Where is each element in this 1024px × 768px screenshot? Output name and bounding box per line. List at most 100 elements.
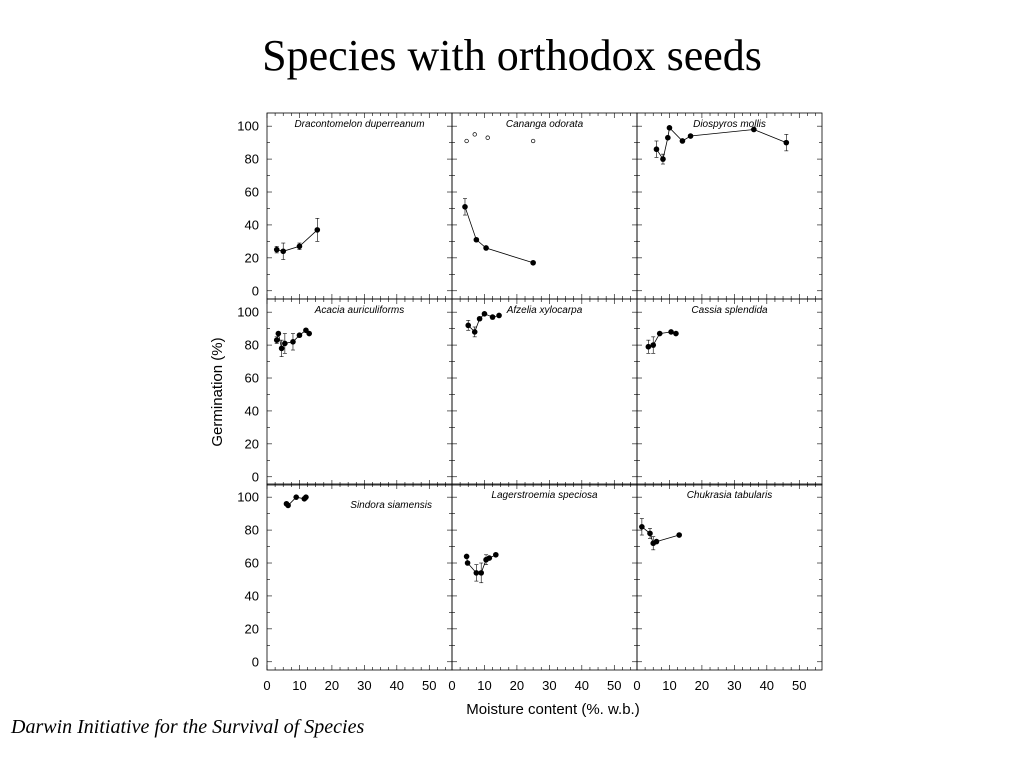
y-axis-title: Germination (%) <box>209 337 226 446</box>
data-point <box>483 245 489 251</box>
data-point <box>471 329 478 335</box>
data-point <box>275 330 282 337</box>
series-line <box>276 229 318 252</box>
y-tick-label: 40 <box>245 403 259 418</box>
data-point <box>290 338 296 345</box>
panel-frame <box>636 112 823 300</box>
panel-frame <box>451 112 638 300</box>
x-tick-label: 50 <box>792 678 806 693</box>
data-point <box>481 311 488 317</box>
x-tick-label: 0 <box>263 678 270 693</box>
y-tick-label: 80 <box>245 152 259 167</box>
panel-frame <box>451 298 638 486</box>
x-tick-label: 0 <box>448 678 455 693</box>
species-label: Diospyros mollis <box>693 119 766 130</box>
data-point <box>462 204 468 210</box>
data-point <box>478 570 485 576</box>
data-point <box>293 494 300 500</box>
data-point <box>493 551 499 558</box>
data-point <box>463 553 470 560</box>
x-tick-label: 50 <box>607 678 621 693</box>
y-tick-label: 60 <box>245 185 259 200</box>
species-label: Lagerstroemia speciosa <box>491 490 598 501</box>
y-tick-label: 20 <box>245 621 259 636</box>
data-point <box>314 227 321 233</box>
data-point <box>673 330 679 337</box>
data-point <box>282 340 288 347</box>
data-point <box>473 570 480 576</box>
data-point <box>647 530 653 537</box>
data-point <box>296 332 303 339</box>
y-tick-label: 40 <box>245 588 259 603</box>
x-tick-label: 30 <box>357 678 371 693</box>
data-point <box>751 126 757 133</box>
species-label: Chukrasia tabularis <box>687 490 773 501</box>
panel-frame <box>266 483 453 671</box>
panel-frame <box>636 483 823 671</box>
data-point <box>465 322 472 329</box>
x-tick-label: 0 <box>633 678 640 693</box>
data-point <box>296 243 303 250</box>
data-point <box>303 494 309 500</box>
y-tick-label: 40 <box>245 217 259 232</box>
panel-frame <box>266 298 453 486</box>
data-point <box>280 248 287 255</box>
data-point <box>783 139 790 146</box>
data-point <box>687 133 694 139</box>
y-tick-label: 80 <box>245 338 259 353</box>
x-tick-label: 10 <box>292 678 306 693</box>
open-data-point <box>530 138 536 144</box>
data-point <box>679 138 686 144</box>
y-tick-label: 0 <box>252 469 259 484</box>
y-tick-label: 20 <box>245 436 259 451</box>
data-point <box>656 330 663 337</box>
data-point <box>496 312 502 319</box>
x-tick-label: 20 <box>510 678 524 693</box>
x-tick-label: 40 <box>760 678 774 693</box>
data-point <box>273 337 280 343</box>
x-axis-title: Moisture content (%. w.b.) <box>466 701 639 718</box>
species-label: Acacia auriculiforms <box>314 305 404 316</box>
data-point <box>476 315 483 322</box>
page-title: Species with orthodox seeds <box>262 31 762 80</box>
species-label: Cananga odorata <box>506 119 584 130</box>
y-tick-label: 100 <box>237 119 259 134</box>
data-point <box>666 125 673 131</box>
y-tick-label: 20 <box>245 250 259 265</box>
data-point <box>486 555 493 561</box>
data-point <box>653 538 660 545</box>
series-line <box>641 526 680 544</box>
data-point <box>285 502 291 509</box>
series-line <box>464 206 534 264</box>
x-tick-label: 40 <box>390 678 404 693</box>
open-data-point <box>472 132 477 137</box>
data-point <box>645 343 652 350</box>
species-label: Cassia splendida <box>691 305 768 316</box>
data-point <box>665 134 671 141</box>
x-tick-label: 10 <box>477 678 491 693</box>
x-tick-label: 30 <box>542 678 556 693</box>
footer-credit: Darwin Initiative for the Survival of Sp… <box>11 716 365 738</box>
y-tick-label: 0 <box>252 283 259 298</box>
data-point <box>639 523 645 530</box>
data-point <box>273 246 280 253</box>
data-point <box>650 342 657 348</box>
x-tick-label: 20 <box>695 678 709 693</box>
data-point <box>676 532 682 538</box>
x-tick-label: 40 <box>575 678 589 693</box>
species-label: Sindora siamensis <box>350 500 432 511</box>
panel-frame <box>266 112 453 300</box>
species-label: Dracontomelon duperreanum <box>294 119 424 130</box>
y-tick-label: 80 <box>245 523 259 538</box>
data-point <box>653 146 660 153</box>
data-point <box>306 330 312 337</box>
x-tick-label: 10 <box>662 678 676 693</box>
y-tick-label: 100 <box>237 490 259 505</box>
data-point <box>530 259 536 266</box>
data-point <box>660 156 666 162</box>
open-data-point <box>464 138 469 144</box>
open-data-point <box>485 135 490 140</box>
data-point <box>473 236 480 243</box>
data-point <box>668 329 674 335</box>
y-tick-label: 100 <box>237 305 259 320</box>
